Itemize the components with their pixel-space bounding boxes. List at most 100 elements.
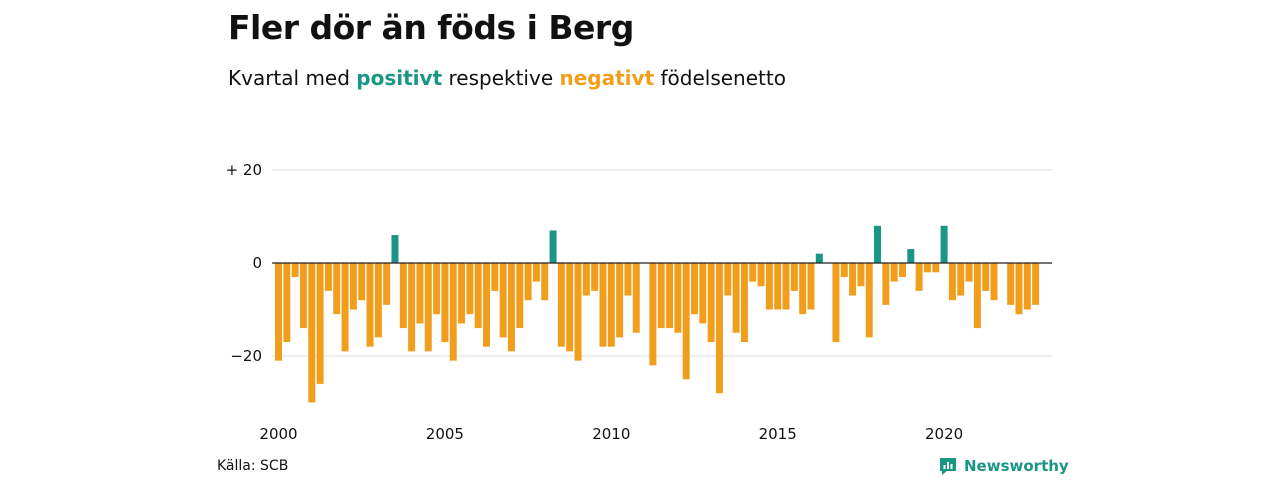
bar — [549, 230, 557, 263]
bar — [699, 263, 707, 324]
bar — [899, 263, 906, 277]
bar — [391, 235, 399, 263]
bar — [308, 263, 316, 403]
bar — [433, 263, 441, 315]
bar — [491, 263, 499, 291]
bar — [674, 263, 682, 333]
bar — [765, 263, 773, 310]
bar — [782, 263, 790, 310]
bar — [957, 263, 965, 296]
bar — [624, 263, 632, 296]
bar — [333, 263, 341, 315]
bar — [507, 263, 515, 352]
bar — [524, 263, 532, 301]
bar — [374, 263, 382, 338]
bar — [366, 263, 374, 347]
bar — [982, 263, 990, 291]
bar — [458, 263, 466, 324]
bar — [582, 263, 590, 296]
bar — [474, 263, 482, 329]
bar — [707, 263, 715, 343]
bar — [874, 225, 882, 263]
subtitle-prefix: Kvartal med — [228, 66, 350, 90]
bar — [649, 263, 657, 366]
bar — [591, 263, 599, 291]
x-tick-label: 2010 — [592, 425, 630, 443]
bar — [632, 263, 640, 333]
bar — [932, 263, 940, 273]
bar — [948, 263, 956, 301]
bar — [790, 263, 798, 291]
bar — [416, 263, 424, 324]
bar — [857, 263, 865, 287]
bar — [291, 263, 299, 277]
bar — [1032, 263, 1040, 305]
bar — [1007, 263, 1015, 305]
brand-name: Newsworthy — [964, 457, 1069, 475]
bar — [849, 263, 857, 296]
bar — [815, 253, 823, 263]
bar — [399, 263, 407, 329]
x-tick-label: 2000 — [259, 425, 297, 443]
bar — [732, 263, 740, 333]
subtitle-middle: respektive — [448, 66, 554, 90]
bar — [965, 263, 973, 282]
brand: Newsworthy — [938, 456, 1069, 476]
bar — [408, 263, 416, 352]
bar — [483, 263, 490, 347]
bar — [383, 263, 391, 305]
bar — [799, 263, 807, 315]
bar — [349, 263, 357, 310]
chart-title: Fler dör än föds i Berg — [228, 8, 634, 47]
bar — [890, 263, 898, 282]
bar — [832, 263, 840, 343]
bar — [516, 263, 524, 329]
bar — [358, 263, 366, 301]
chart-subtitle: Kvartal med positivt respektive negativt… — [228, 66, 786, 90]
bar — [424, 263, 432, 352]
bar — [923, 263, 931, 273]
bar — [449, 263, 457, 361]
bar — [740, 263, 748, 343]
bar — [557, 263, 565, 347]
bar — [840, 263, 848, 277]
bar — [574, 263, 582, 361]
bar — [275, 263, 282, 361]
bar — [973, 263, 981, 329]
bar — [441, 263, 449, 343]
bar — [283, 263, 291, 343]
bar — [940, 225, 948, 263]
bar — [757, 263, 765, 287]
bar — [499, 263, 507, 338]
bar — [882, 263, 890, 305]
bar — [865, 263, 873, 338]
bar — [599, 263, 607, 347]
x-tick-label: 2015 — [759, 425, 797, 443]
bar — [749, 263, 757, 282]
x-tick-label: 2020 — [925, 425, 963, 443]
bar — [541, 263, 549, 301]
bar — [666, 263, 674, 329]
bar — [1023, 263, 1031, 310]
bar — [915, 263, 923, 291]
bar — [316, 263, 324, 384]
bar — [724, 263, 732, 296]
newsworthy-logo-icon — [940, 458, 956, 475]
bar — [607, 263, 615, 347]
bar — [616, 263, 624, 338]
subtitle-suffix: födelsenetto — [660, 66, 786, 90]
bar — [566, 263, 574, 352]
bar — [682, 263, 690, 380]
y-tick-label: 0 — [252, 254, 262, 272]
bar — [807, 263, 815, 310]
x-tick-label: 2005 — [426, 425, 464, 443]
bar — [299, 263, 307, 329]
bar — [324, 263, 332, 291]
bar — [990, 263, 998, 301]
source-note: Källa: SCB — [217, 458, 289, 474]
y-tick-label: −20 — [230, 347, 262, 365]
bar — [466, 263, 474, 315]
bar — [691, 263, 698, 315]
bar — [657, 263, 665, 329]
